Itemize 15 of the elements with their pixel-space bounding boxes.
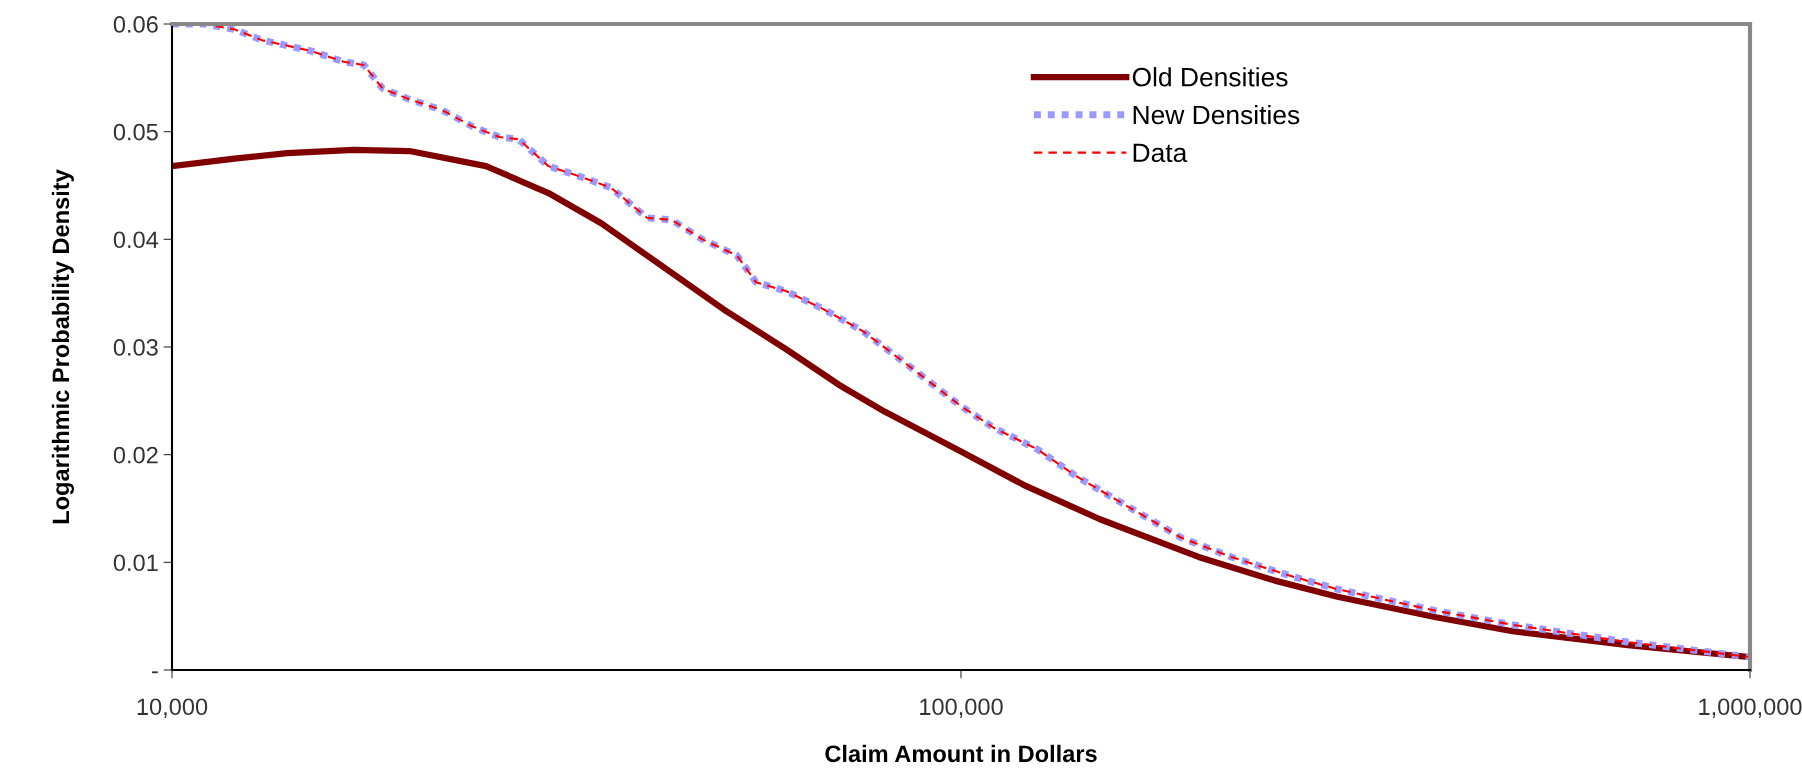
y-tick-label: 0.02 [113,446,158,464]
x-axis-title: Claim Amount in Dollars [825,744,1097,763]
y-tick-label: 0.06 [113,16,158,33]
y-tick-label: 0.05 [113,123,158,141]
x-tick-label: 1,000,000 [1699,698,1802,718]
legend-label: Old Densities [1132,67,1288,87]
legend-label: New Densities [1133,104,1300,125]
x-tick-label: 100,000 [920,698,1003,718]
y-axis-title: Logarithmic Probability Density [51,169,74,524]
legend-label: Data [1133,143,1188,163]
y-tick-label: - [151,671,158,674]
y-tick-label: 0.03 [113,339,158,356]
y-tick-label: 0.04 [113,231,159,249]
x-tick-label: 10,000 [137,698,208,718]
y-tick-label: 0.01 [113,554,158,572]
